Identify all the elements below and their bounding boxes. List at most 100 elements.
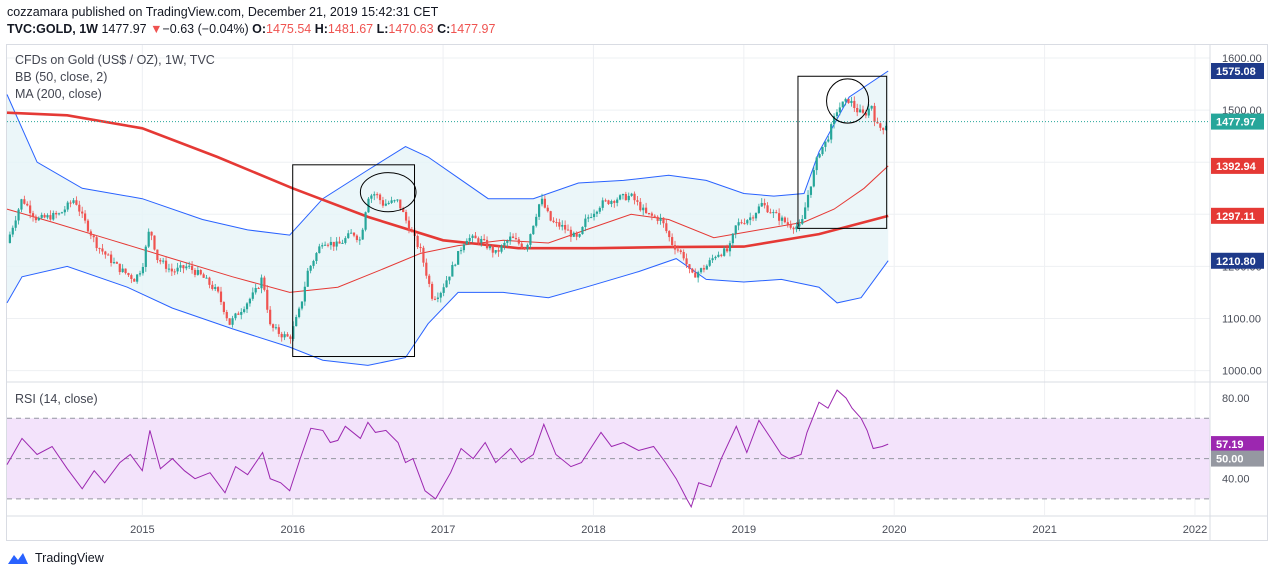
open-label: O:	[252, 22, 267, 36]
candle-body	[315, 253, 318, 261]
candle-body	[639, 201, 642, 211]
candle-body	[598, 207, 601, 212]
ohlc-line: TVC:GOLD, 1W 1477.97 ▼−0.63 (−0.04%) O:1…	[7, 22, 495, 36]
candle-body	[112, 262, 116, 264]
candle-body	[523, 247, 526, 250]
x-tick-label: 2019	[732, 524, 756, 536]
y-tick-label: 1100.00	[1222, 313, 1261, 325]
price-label: 57.19	[1216, 439, 1244, 451]
candle-body	[870, 105, 873, 109]
candle-body	[381, 200, 385, 206]
candle-body	[436, 297, 439, 299]
candle-body	[526, 244, 529, 250]
candle-body	[451, 265, 454, 277]
candle-body	[280, 333, 283, 338]
candle-body	[266, 289, 269, 310]
price-label-bg	[1211, 436, 1264, 453]
candle-body	[78, 204, 81, 212]
rsi-legend[interactable]: RSI (14, close)	[15, 392, 98, 406]
candle-body	[370, 195, 373, 199]
x-tick-label: 2020	[882, 524, 906, 536]
candle-body	[43, 214, 46, 218]
candle-body	[202, 274, 205, 278]
candle-body	[193, 270, 197, 275]
candle-body	[604, 200, 607, 202]
last-price: 1477.97	[101, 22, 147, 36]
price-label-bg	[1211, 252, 1264, 269]
candle-body	[364, 212, 367, 230]
price-change: −0.63 (−0.04%)	[162, 22, 249, 36]
candle-body	[69, 202, 72, 204]
candle-body	[136, 274, 139, 282]
candle-body	[430, 283, 434, 299]
candle-body	[274, 327, 278, 329]
candle-body	[124, 268, 127, 274]
candle-body	[303, 286, 306, 302]
candle-body	[40, 214, 43, 218]
candle-body	[407, 220, 411, 231]
candle-body	[540, 198, 544, 205]
candle-body	[271, 324, 275, 328]
candle-body	[107, 254, 110, 256]
candle-body	[564, 224, 567, 230]
candle-body	[55, 212, 58, 215]
chart-frame	[6, 44, 1268, 541]
candle-body	[549, 211, 552, 221]
candle-body	[326, 244, 330, 246]
candle-body	[546, 207, 549, 212]
bb-legend[interactable]: BB (50, close, 2)	[15, 70, 108, 84]
candle-body	[720, 254, 723, 256]
high-label: H:	[314, 22, 328, 36]
chart-title[interactable]: CFDs on Gold (US$ / OZ), 1W, TVC	[15, 53, 215, 67]
candle-body	[277, 327, 280, 334]
candle-body	[517, 239, 520, 244]
candle-body	[433, 298, 437, 300]
symbol-label[interactable]: TVC:GOLD, 1W	[7, 22, 98, 36]
candle-body	[92, 235, 95, 238]
candle-body	[529, 234, 532, 245]
x-tick-label: 2022	[1183, 524, 1207, 536]
candle-body	[170, 268, 173, 272]
candle-body	[164, 260, 168, 269]
candle-body	[228, 318, 231, 325]
candle-body	[702, 268, 706, 270]
candle-body	[329, 241, 332, 246]
candle-body	[561, 224, 564, 227]
x-tick-label: 2018	[581, 524, 605, 536]
candle-body	[83, 213, 87, 221]
ma-legend[interactable]: MA (200, close)	[15, 87, 102, 101]
annotation-box	[797, 75, 888, 229]
candle-body	[754, 213, 758, 219]
candle-body	[260, 277, 263, 289]
candle-body	[318, 246, 321, 254]
candle-body	[621, 194, 625, 196]
candle-body	[86, 220, 90, 232]
tradingview-logo[interactable]: TradingView	[7, 551, 104, 565]
candle-body	[147, 231, 150, 247]
candle-body	[480, 238, 483, 243]
candle-body	[835, 112, 839, 117]
candle-body	[578, 234, 581, 237]
candle-body	[352, 232, 356, 236]
candle-body	[110, 254, 113, 263]
candle-body	[468, 237, 471, 241]
candle-body	[251, 292, 254, 299]
candle-body	[711, 258, 714, 261]
candle-body	[824, 141, 827, 147]
candle-body	[428, 275, 431, 284]
candle-body	[104, 251, 107, 255]
candle-body	[830, 124, 833, 140]
candle-body	[347, 233, 350, 239]
candle-body	[514, 237, 518, 240]
candle-body	[853, 100, 856, 109]
candle-body	[52, 212, 55, 220]
candle-body	[705, 265, 708, 270]
candle-body	[130, 275, 133, 279]
candle-body	[57, 213, 61, 215]
candle-body	[798, 223, 801, 227]
candle-body	[292, 326, 295, 339]
candle-body	[324, 244, 327, 246]
candle-body	[393, 200, 396, 202]
candle-body	[462, 244, 466, 251]
